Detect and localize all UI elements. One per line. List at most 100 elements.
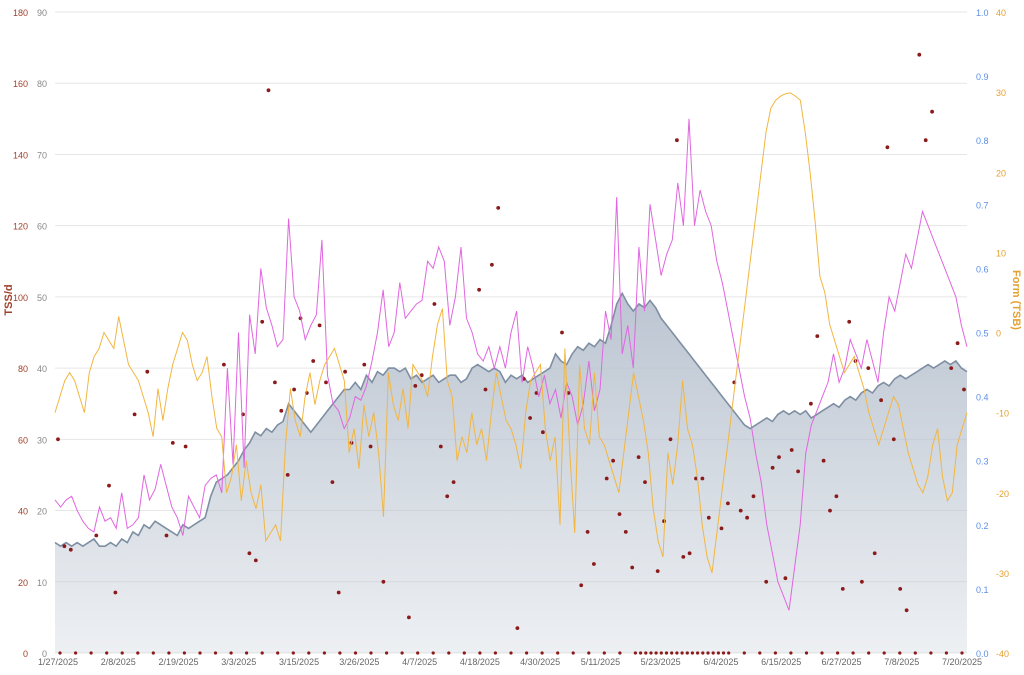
tss-zero-point <box>773 651 778 655</box>
tss-point <box>445 494 450 499</box>
tss-point <box>585 530 590 534</box>
tss-point <box>662 519 666 524</box>
tss-point <box>292 387 296 392</box>
tss-zero-point <box>649 651 653 655</box>
tss-point <box>170 441 175 445</box>
tss-zero-point <box>701 651 705 655</box>
tss-point <box>643 480 647 484</box>
x-tick-label: 2/8/2025 <box>101 657 136 667</box>
tss-point <box>898 587 903 591</box>
tss-zero-point <box>167 651 171 655</box>
tss-point <box>751 494 756 499</box>
tss-point <box>260 319 265 324</box>
tss-zero-point <box>742 651 746 655</box>
tss-zero-point <box>960 651 964 655</box>
tss-point <box>834 494 839 499</box>
fitness-area <box>54 291 968 653</box>
tss-point <box>789 448 794 452</box>
intensity-tick-label: 0.5 <box>976 329 989 339</box>
intensity-tick-label: 0.9 <box>976 72 989 82</box>
tss-zero-point <box>664 651 669 655</box>
tss-tick-label: 180 <box>13 8 28 18</box>
tss-point <box>560 330 564 335</box>
load-tick-label: 0 <box>42 649 47 659</box>
tss-point <box>56 437 60 442</box>
tss-point <box>266 88 271 93</box>
tss-point <box>94 533 99 538</box>
tss-zero-point <box>675 651 679 655</box>
tss-zero-point <box>633 651 638 655</box>
x-tick-label: 7/8/2025 <box>884 657 919 667</box>
tss-point <box>891 437 896 442</box>
tss-point <box>381 579 386 584</box>
tss-point <box>604 476 609 481</box>
tss-point <box>796 469 800 474</box>
scatter-points <box>56 52 966 655</box>
form-axis-label: Form (TSB) <box>1010 270 1022 330</box>
tss-point <box>777 455 781 459</box>
tss-zero-point <box>447 651 451 655</box>
tss-point <box>879 398 883 403</box>
tss-zero-point <box>721 651 726 655</box>
tss-point <box>407 615 411 620</box>
tss-point <box>592 562 596 566</box>
intensity-tick-label: 0.6 <box>976 264 989 274</box>
x-tick-label: 4/18/2025 <box>460 657 500 667</box>
tss-point <box>515 626 520 630</box>
tss-point <box>745 515 749 520</box>
tss-tick-label: 0 <box>23 649 28 659</box>
tss-point <box>432 302 437 306</box>
tss-zero-point <box>229 651 233 655</box>
tss-zero-point <box>685 651 689 655</box>
tss-tick-label: 100 <box>13 293 28 303</box>
x-tick-label: 1/27/2025 <box>38 657 78 667</box>
tss-point <box>107 483 111 488</box>
tss-tick-label: 120 <box>13 222 28 232</box>
tss-zero-point <box>690 651 695 655</box>
tss-point <box>273 380 277 385</box>
tss-point <box>483 387 488 392</box>
tss-zero-point <box>431 651 435 655</box>
tss-point <box>872 551 877 556</box>
x-tick-label: 6/4/2025 <box>703 657 738 667</box>
tss-point <box>145 369 150 374</box>
tss-point <box>904 608 909 613</box>
tss-zero-point <box>493 651 497 655</box>
tss-point <box>438 444 443 449</box>
tss-point <box>949 366 954 370</box>
tss-point <box>764 579 769 584</box>
x-axis: 1/27/2025 2/8/2025 2/19/2025 3/3/2025 3/15/2… <box>38 657 982 667</box>
left-axes: 0 20 40 60 80 100 120 140 160 180 0 10 20 30 40 50 60 70 8… <box>13 8 47 659</box>
tss-point <box>783 576 788 581</box>
load-tick-label: 90 <box>37 8 47 18</box>
tss-point <box>719 526 724 531</box>
form-tick-label: 30 <box>996 88 1006 98</box>
tss-zero-point <box>400 651 404 655</box>
tss-zero-point <box>804 651 809 655</box>
intensity-tick-label: 0.7 <box>976 200 989 210</box>
x-tick-label: 3/3/2025 <box>221 657 256 667</box>
tss-zero-point <box>525 651 529 655</box>
tss-tick-label: 20 <box>18 578 28 588</box>
tss-point <box>451 480 456 484</box>
tss-point <box>496 206 501 210</box>
intensity-tick-label: 0.4 <box>976 393 989 403</box>
tss-zero-point <box>898 651 902 655</box>
tss-zero-point <box>291 651 295 655</box>
intensity-tick-label: 0.2 <box>976 521 989 531</box>
tss-point <box>477 287 481 292</box>
tss-zero-point <box>602 651 606 655</box>
tss-point <box>336 590 341 595</box>
tss-point <box>955 341 960 346</box>
x-tick-label: 3/15/2025 <box>279 657 319 667</box>
tss-point <box>930 109 934 114</box>
tss-point <box>368 444 373 449</box>
load-tick-label: 70 <box>37 150 47 160</box>
tss-zero-point <box>245 651 249 655</box>
tss-point <box>68 547 73 552</box>
tss-point <box>330 480 335 484</box>
form-tick-label: 0 <box>996 329 1001 339</box>
form-tick-label: 10 <box>996 248 1006 258</box>
